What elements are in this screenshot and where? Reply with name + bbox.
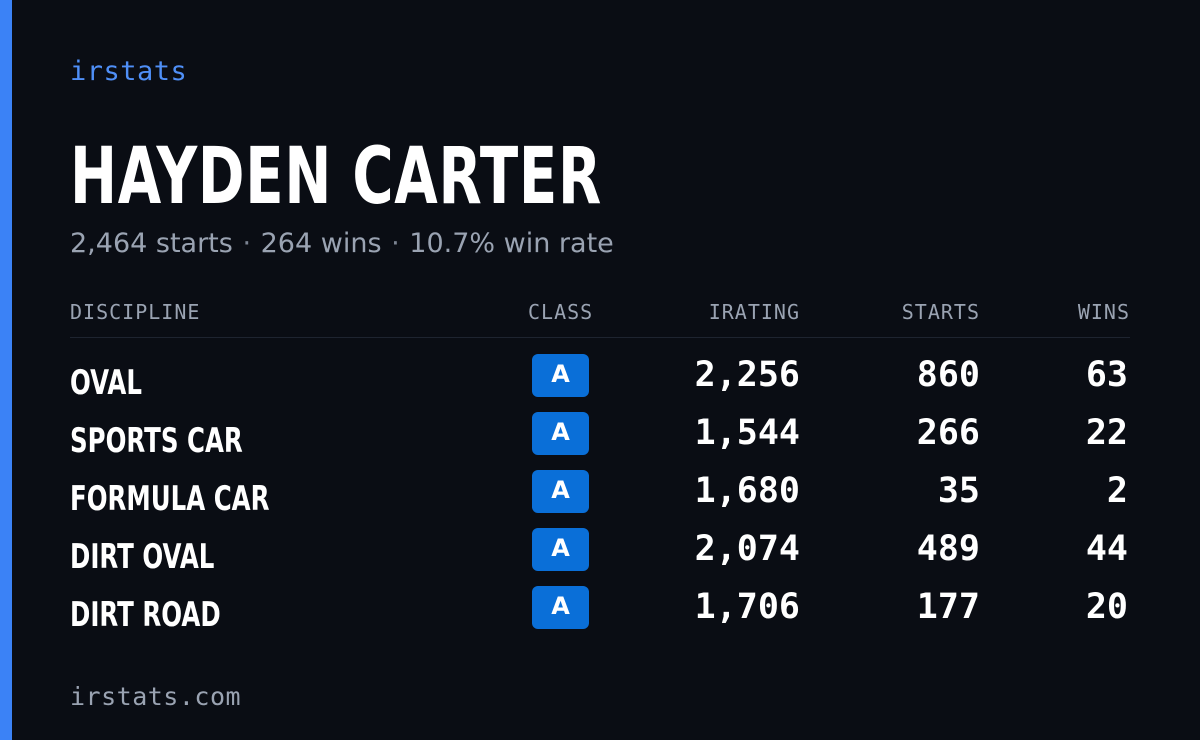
player-name: HAYDEN CARTER [70, 132, 602, 222]
header-starts: STARTS [901, 300, 980, 324]
row-wins: 63 [1085, 355, 1128, 395]
row-irating: 2,074 [694, 529, 800, 569]
row-wins: 2 [1106, 471, 1128, 511]
row-wins: 22 [1085, 413, 1128, 453]
footer-url: irstats.com [70, 682, 242, 711]
table-row: DIRT ROAD A 1,706 177 20 [70, 586, 1130, 644]
row-irating: 1,544 [694, 413, 800, 453]
class-badge: A [532, 412, 589, 455]
header-class: CLASS [528, 300, 594, 324]
table-header: DISCIPLINE CLASS IRATING STARTS WINS [70, 300, 1130, 338]
header-irating: IRATING [708, 300, 800, 324]
brand-logo-text: irstats [70, 56, 188, 87]
row-wins: 20 [1085, 587, 1128, 627]
accent-bar [0, 0, 12, 740]
summary-wins: 264 wins [260, 228, 382, 259]
row-irating: 2,256 [694, 355, 800, 395]
class-badge: A [532, 528, 589, 571]
summary-win-rate: 10.7% win rate [409, 228, 614, 259]
row-irating: 1,706 [694, 587, 800, 627]
row-discipline: DIRT ROAD [70, 595, 221, 635]
row-starts: 35 [937, 471, 980, 511]
summary-separator: · [391, 228, 400, 259]
table-row: DIRT OVAL A 2,074 489 44 [70, 528, 1130, 586]
table-row: OVAL A 2,256 860 63 [70, 354, 1130, 412]
table-row: SPORTS CAR A 1,544 266 22 [70, 412, 1130, 470]
discipline-table: DISCIPLINE CLASS IRATING STARTS WINS OVA… [70, 300, 1130, 644]
table-body: OVAL A 2,256 860 63 SPORTS CAR A 1,544 2… [70, 354, 1130, 644]
table-row: FORMULA CAR A 1,680 35 2 [70, 470, 1130, 528]
row-starts: 266 [916, 413, 980, 453]
row-discipline: OVAL [70, 363, 142, 403]
row-starts: 177 [916, 587, 980, 627]
summary-starts: 2,464 starts [70, 228, 233, 259]
player-summary: 2,464 starts · 264 wins · 10.7% win rate [70, 228, 614, 259]
row-starts: 489 [916, 529, 980, 569]
summary-separator: · [242, 228, 252, 259]
row-irating: 1,680 [694, 471, 800, 511]
header-discipline: DISCIPLINE [70, 300, 201, 324]
class-badge: A [532, 586, 589, 629]
row-discipline: FORMULA CAR [70, 479, 270, 519]
row-discipline: SPORTS CAR [70, 421, 243, 461]
row-discipline: DIRT OVAL [70, 537, 215, 577]
class-badge: A [532, 470, 589, 513]
class-badge: A [532, 354, 589, 397]
row-wins: 44 [1085, 529, 1128, 569]
header-wins: WINS [1077, 300, 1130, 324]
row-starts: 860 [916, 355, 980, 395]
